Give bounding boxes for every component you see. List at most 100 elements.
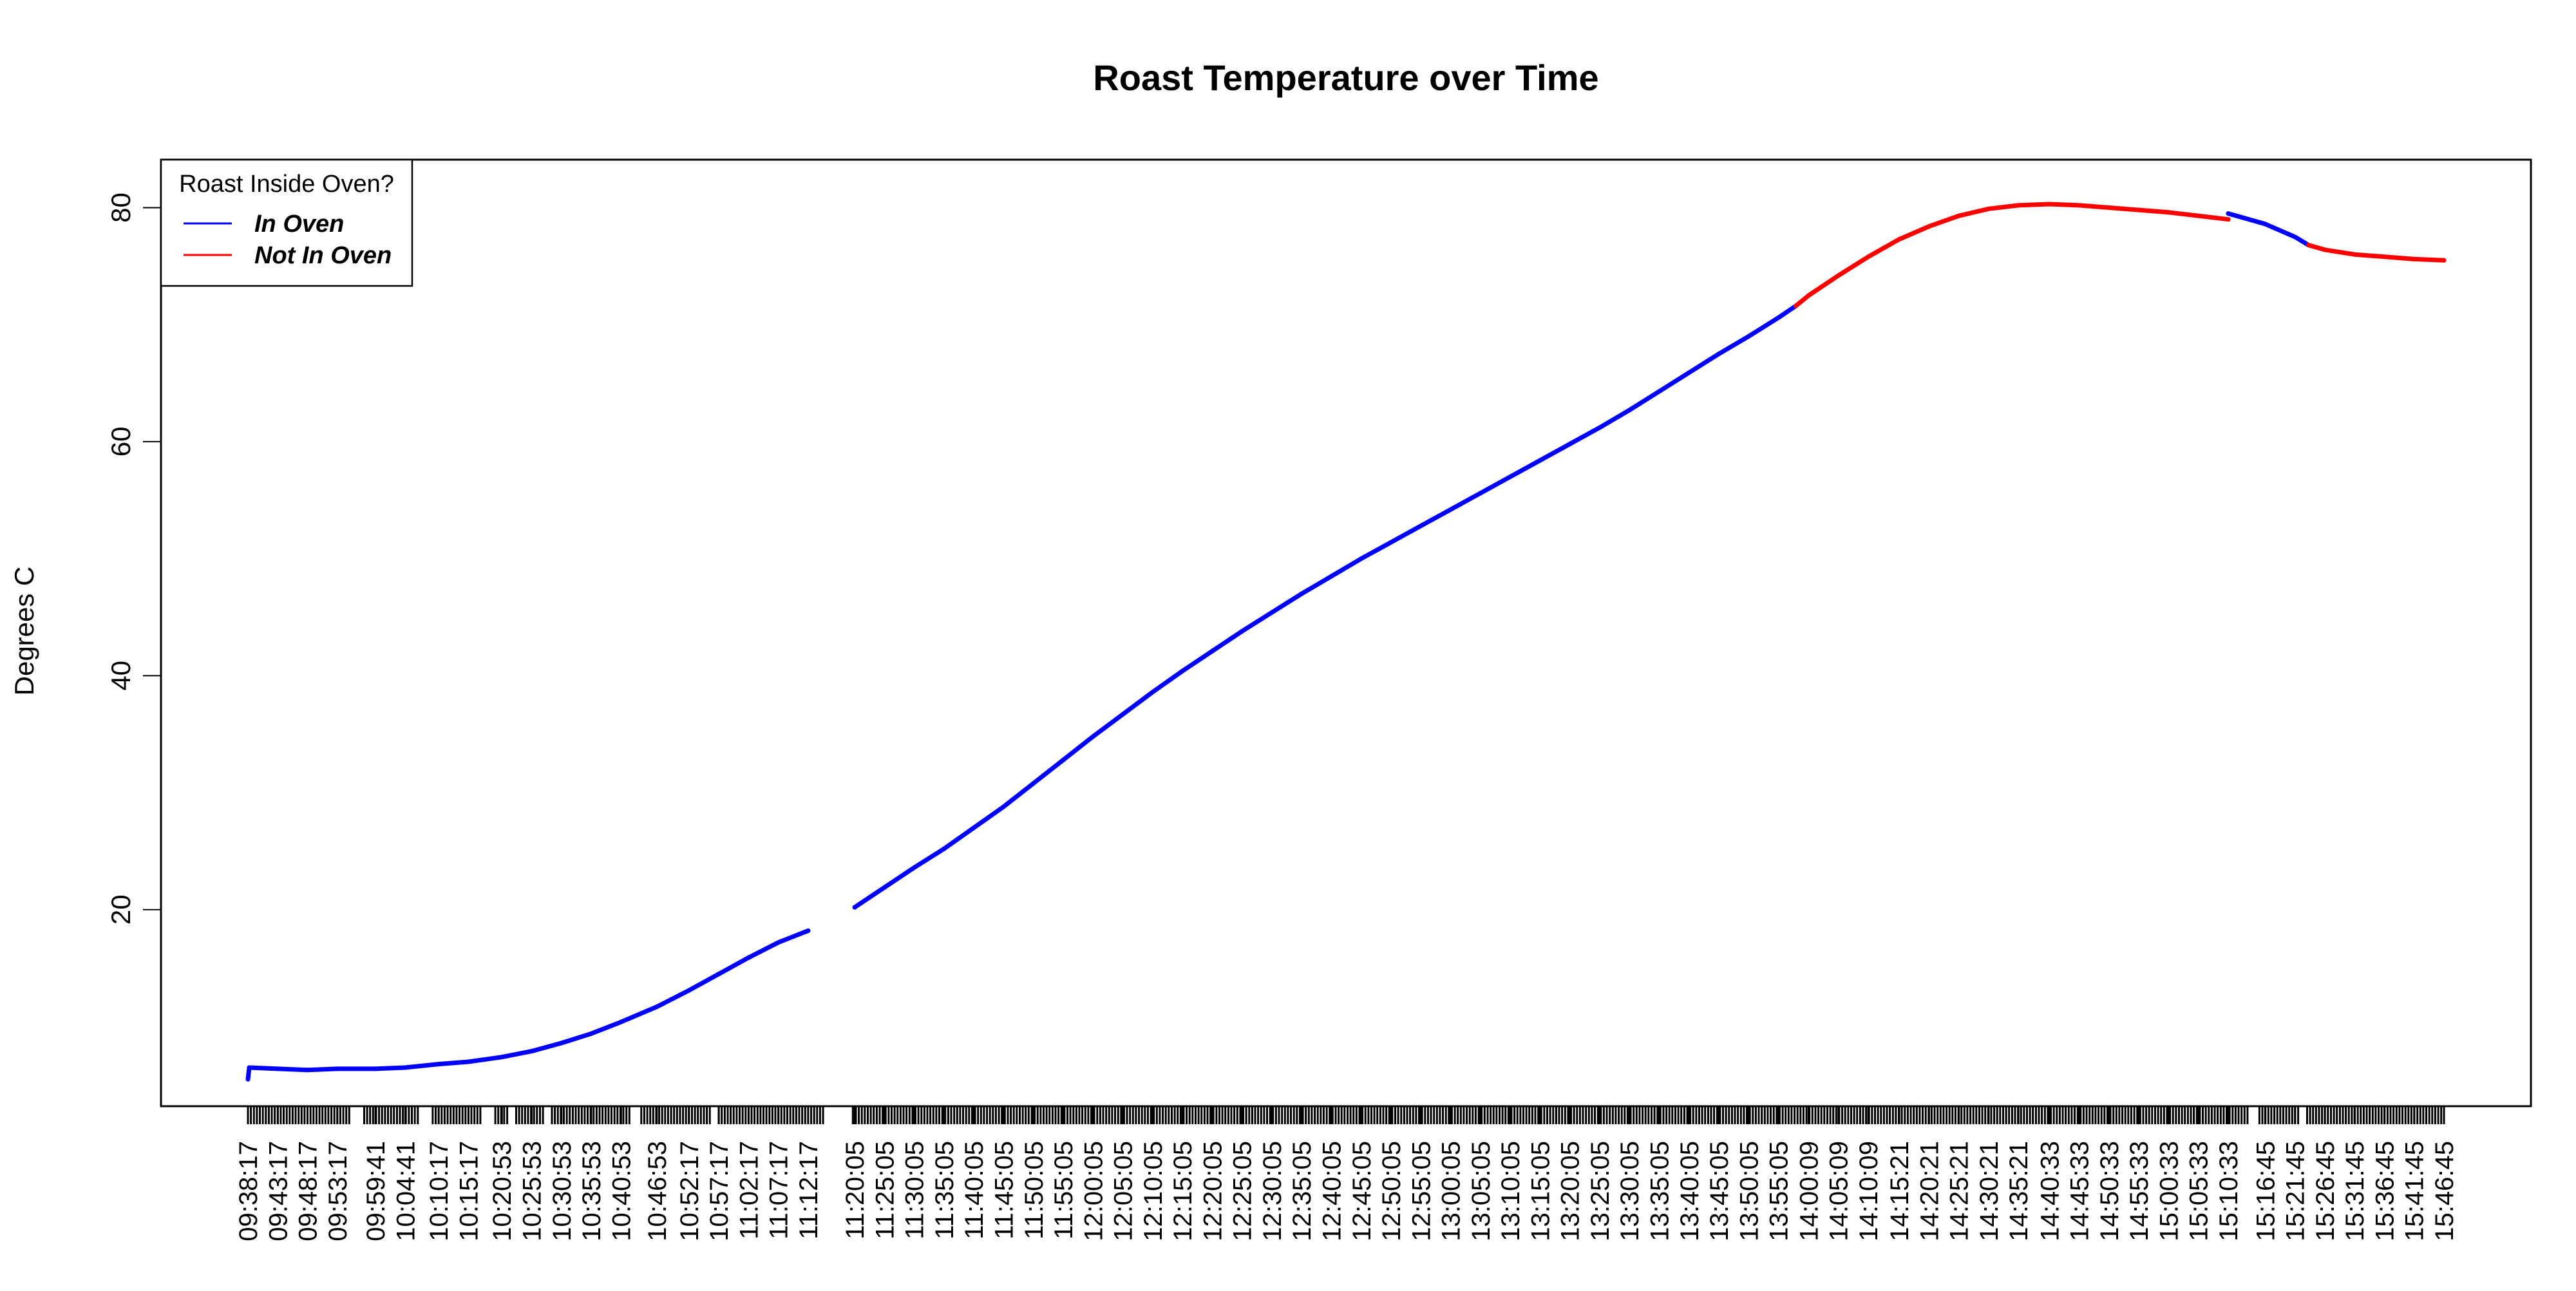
- x-tick-label: 10:20:53: [488, 1141, 516, 1241]
- x-tick-label: 13:25:05: [1586, 1141, 1615, 1241]
- data-point: [499, 1055, 504, 1060]
- x-tick-label: 15:41:45: [2401, 1141, 2429, 1241]
- x-tick-label: 11:40:05: [960, 1141, 989, 1239]
- x-tick-label: 09:48:17: [294, 1141, 323, 1241]
- x-tick-label: 14:45:33: [2066, 1141, 2094, 1241]
- x-tick-label: 15:26:45: [2311, 1141, 2340, 1241]
- series-line-in-oven: [2226, 211, 2311, 248]
- data-point: [1956, 213, 1962, 218]
- x-tick-label: 12:20:05: [1198, 1141, 1227, 1241]
- data-point: [1986, 206, 1991, 211]
- data-point: [373, 1066, 378, 1071]
- x-tick-label: 10:57:17: [705, 1141, 734, 1241]
- x-tick-label: 12:35:05: [1288, 1141, 1316, 1241]
- data-point: [245, 1077, 251, 1082]
- x-tick-label: 14:05:09: [1825, 1141, 1853, 1241]
- x-tick-label: 14:50:33: [2096, 1141, 2124, 1241]
- data-point: [2196, 213, 2201, 218]
- x-tick-label: 14:10:09: [1855, 1141, 1883, 1241]
- data-point: [1794, 303, 1799, 308]
- data-point: [1269, 610, 1274, 615]
- x-tick-rug: [247, 1106, 2443, 1124]
- data-point: [2136, 207, 2141, 212]
- data-point: [746, 955, 751, 960]
- legend-title: Roast Inside Oven?: [179, 171, 394, 198]
- data-point: [589, 1031, 594, 1036]
- x-tick-label: 11:50:05: [1020, 1141, 1048, 1239]
- data-point: [687, 988, 692, 993]
- data-point: [2107, 205, 2112, 210]
- x-tick-label: 12:25:05: [1229, 1141, 1257, 1241]
- x-tick-label: 10:30:53: [548, 1141, 576, 1241]
- y-tick-label: 80: [106, 193, 136, 223]
- data-point: [2016, 203, 2021, 208]
- x-tick-label: 13:35:05: [1645, 1141, 1674, 1241]
- data-point: [402, 1065, 408, 1070]
- data-point: [1209, 648, 1215, 654]
- data-point: [971, 825, 976, 831]
- x-tick-label: 15:05:33: [2185, 1141, 2213, 1241]
- x-tick-label: 13:40:05: [1676, 1141, 1704, 1241]
- x-tick-label: 13:50:05: [1735, 1141, 1763, 1241]
- x-tick-label: 14:00:09: [1795, 1141, 1823, 1241]
- data-point: [466, 1059, 471, 1064]
- x-tick-label: 11:12:17: [795, 1141, 823, 1239]
- x-tick-label: 14:55:33: [2125, 1141, 2154, 1241]
- data-point: [1897, 237, 1902, 242]
- legend-label-in-oven: In Oven: [254, 211, 344, 238]
- x-tick-label: 14:20:21: [1915, 1141, 1944, 1241]
- data-point: [2441, 258, 2447, 263]
- x-tick-label: 12:50:05: [1378, 1141, 1406, 1241]
- data-point: [275, 1066, 280, 1071]
- legend-label-not-in-oven: Not In Oven: [254, 242, 392, 269]
- x-tick-label: 14:25:21: [1946, 1141, 1974, 1241]
- y-tick-label: 40: [106, 661, 136, 691]
- x-tick-label: 10:40:53: [607, 1141, 636, 1241]
- x-tick-label: 11:55:05: [1050, 1141, 1078, 1239]
- x-tick-label: 12:10:05: [1139, 1141, 1168, 1241]
- data-point: [1597, 425, 1602, 430]
- series-line-in-oven: [245, 928, 811, 1082]
- x-tick-label: 10:10:17: [425, 1141, 453, 1241]
- y-axis-label: Degrees C: [9, 567, 39, 696]
- data-point: [942, 846, 947, 851]
- chart-title: Roast Temperature over Time: [1093, 57, 1598, 98]
- data-point: [1121, 711, 1126, 717]
- x-tick-label: 15:36:45: [2371, 1141, 2399, 1241]
- data-point: [882, 885, 887, 890]
- data-point: [1418, 523, 1423, 529]
- data-point: [806, 928, 811, 933]
- data-point: [1061, 757, 1066, 762]
- x-tick-label: 15:31:45: [2341, 1141, 2369, 1241]
- series-layer: [245, 202, 2447, 1082]
- plot-frame: [160, 158, 2532, 1107]
- data-point: [1567, 442, 1573, 447]
- data-point: [1508, 474, 1513, 479]
- x-tick-label: 09:53:17: [324, 1141, 352, 1241]
- x-tick-label: 12:00:05: [1079, 1141, 1108, 1241]
- data-point: [2077, 203, 2082, 208]
- x-tick-label: 13:05:05: [1467, 1141, 1495, 1241]
- x-tick-label: 15:16:45: [2251, 1141, 2280, 1241]
- x-tick-label: 12:40:05: [1318, 1141, 1346, 1241]
- x-tick-label: 15:46:45: [2430, 1141, 2459, 1241]
- x-tick-label: 12:45:05: [1348, 1141, 1376, 1241]
- x-tick-label: 12:30:05: [1258, 1141, 1287, 1241]
- legend: Roast Inside Oven? In Oven Not In Oven: [160, 158, 413, 287]
- x-tick-label: 10:15:17: [455, 1141, 483, 1241]
- data-point: [1537, 458, 1542, 463]
- data-point: [1329, 574, 1334, 579]
- data-point: [618, 1019, 623, 1024]
- x-tick-label: 14:30:21: [1975, 1141, 2003, 1241]
- data-point: [529, 1049, 535, 1054]
- data-point: [852, 905, 857, 910]
- x-tick-label: 13:00:05: [1437, 1141, 1466, 1241]
- x-tick-label: 11:20:05: [841, 1141, 869, 1239]
- x-tick-label: 14:40:33: [2036, 1141, 2064, 1241]
- data-point: [1687, 370, 1692, 375]
- data-point: [1478, 491, 1483, 496]
- data-point: [2262, 221, 2268, 227]
- x-tick-label: 11:30:05: [901, 1141, 929, 1239]
- x-tick-label: 10:46:53: [643, 1141, 672, 1241]
- data-point: [2306, 243, 2311, 248]
